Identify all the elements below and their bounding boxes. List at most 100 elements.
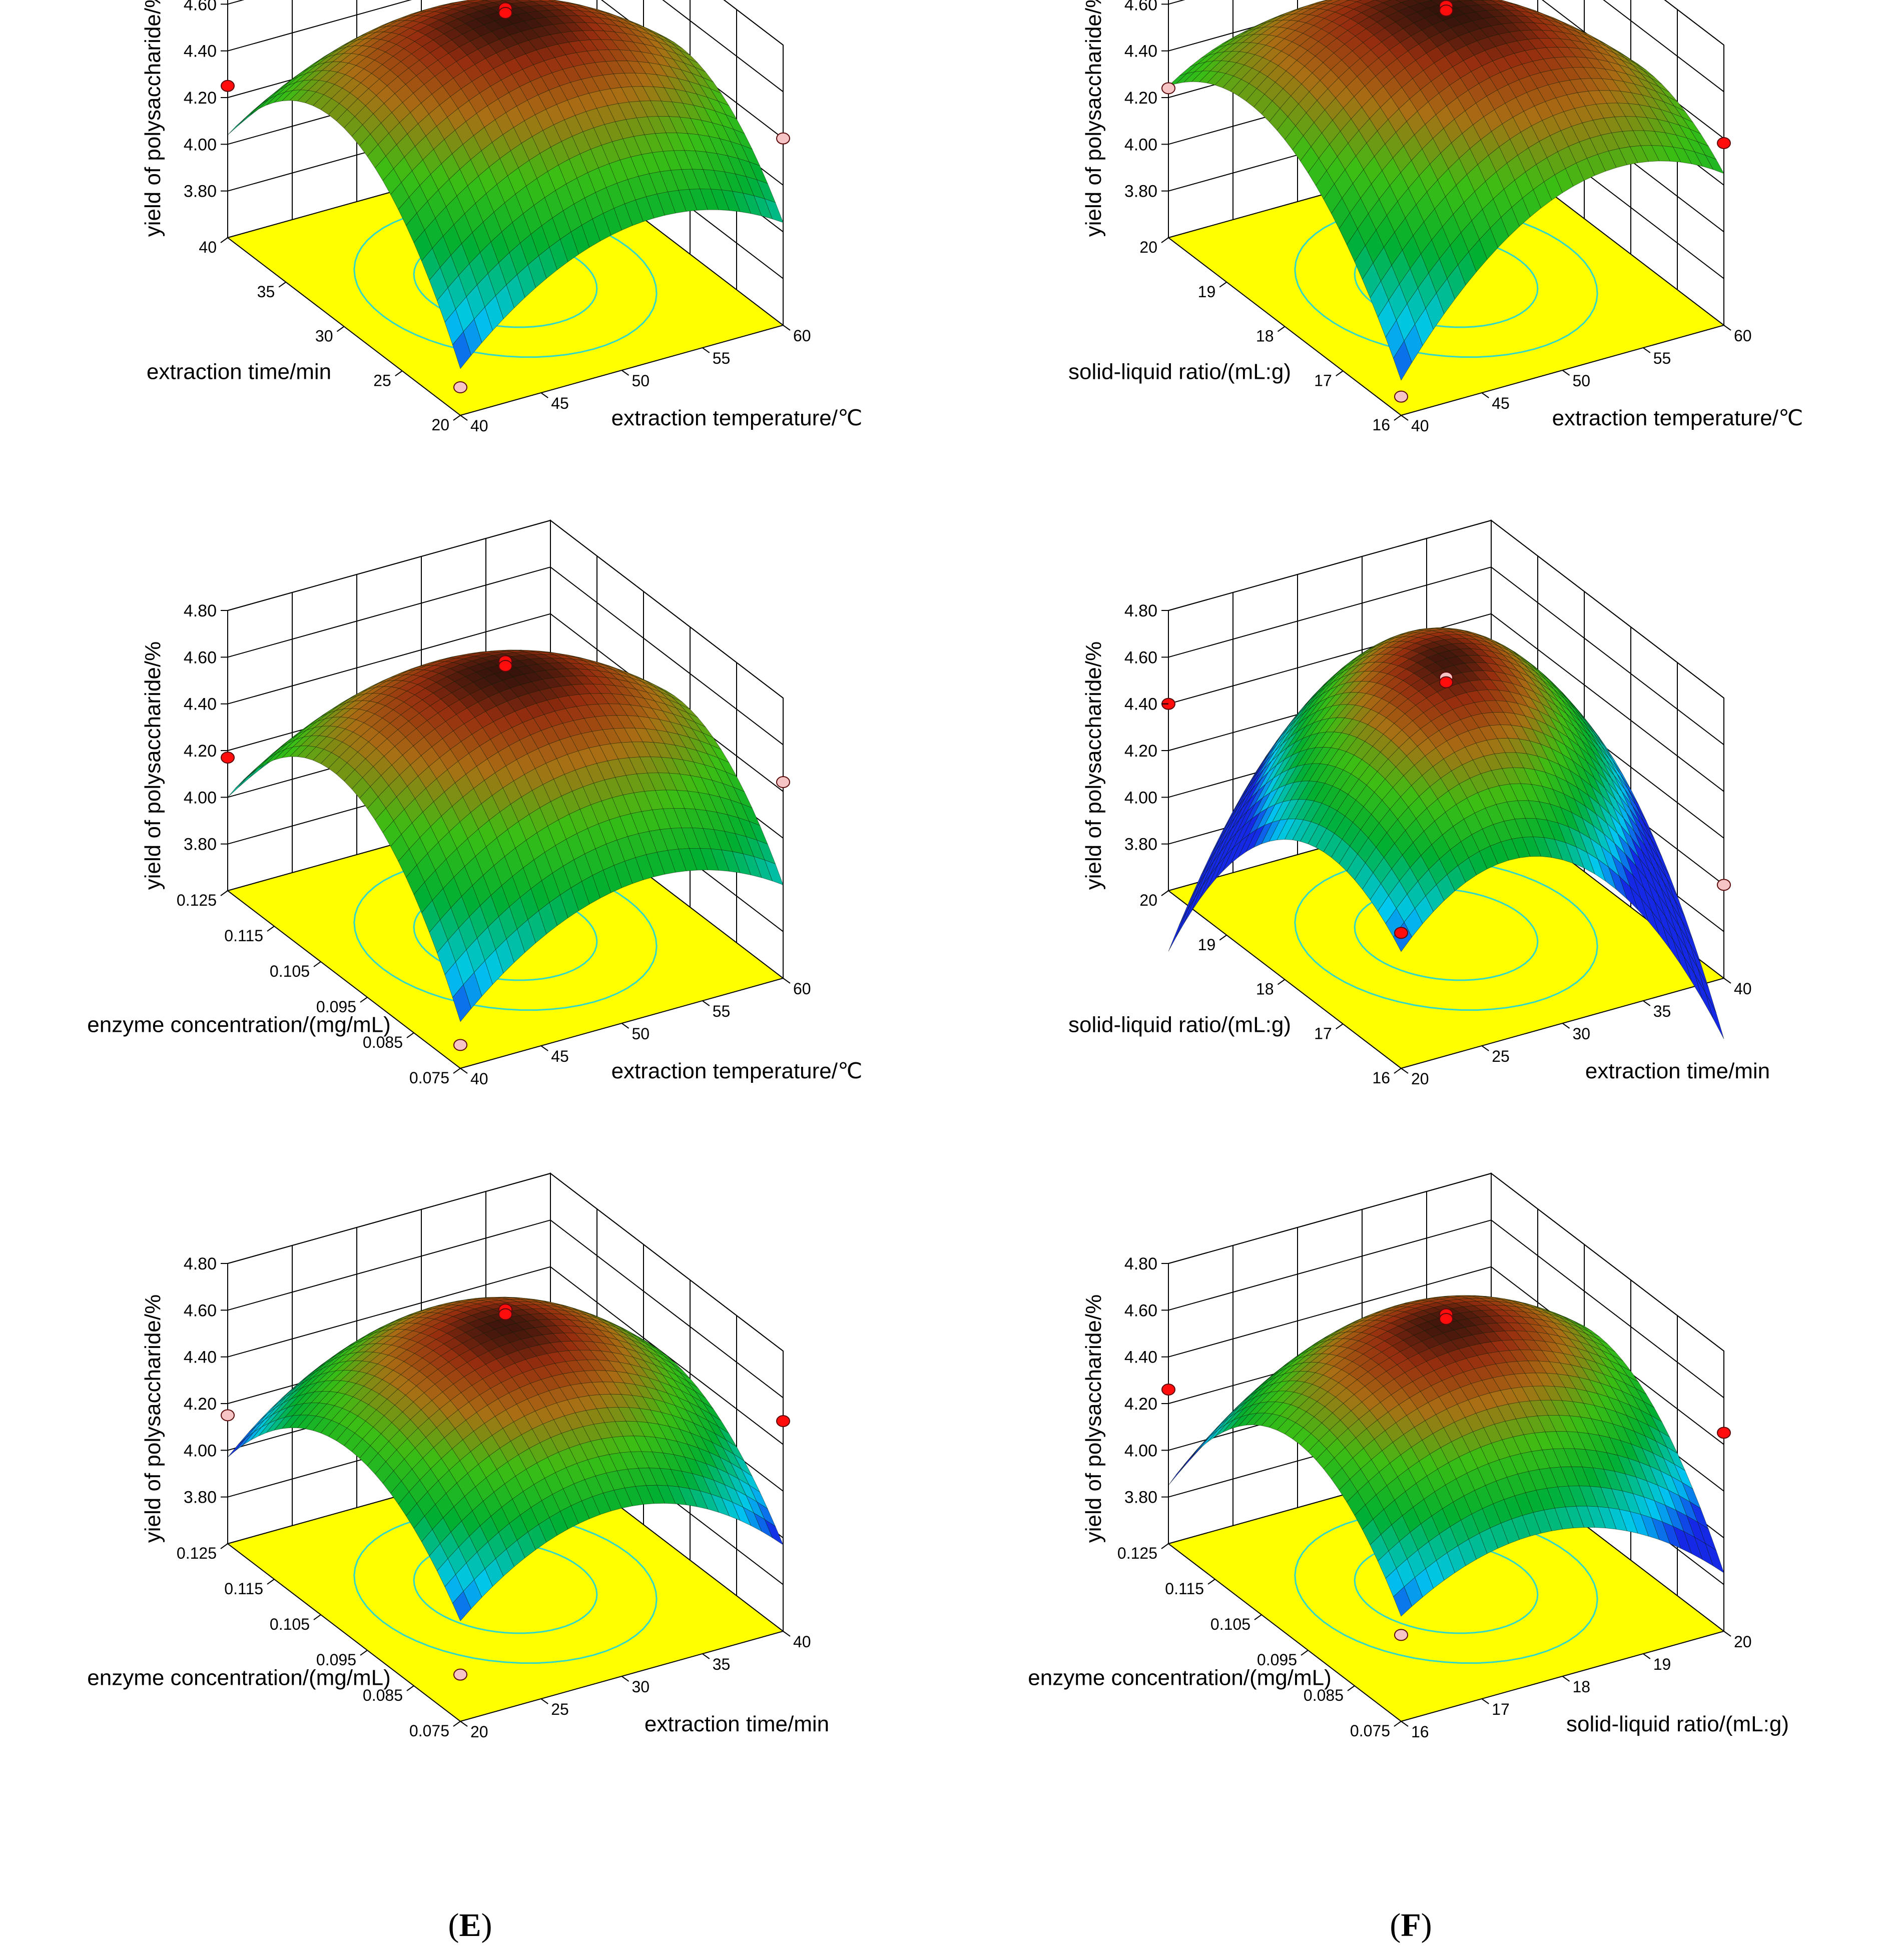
z-gridline bbox=[227, 1172, 784, 1352]
right-axis-tick bbox=[702, 347, 710, 353]
right-axis-tick-label: 35 bbox=[713, 1655, 731, 1673]
z-tick-label: 3.80 bbox=[184, 1488, 217, 1507]
left-axis-tick-label: 16 bbox=[1372, 1069, 1390, 1087]
right-axis-tick bbox=[460, 1721, 468, 1727]
right-axis-tick-label: 45 bbox=[551, 1047, 569, 1065]
right-axis-tick-label: 55 bbox=[713, 349, 731, 367]
left-axis-tick-label: 35 bbox=[257, 283, 275, 301]
left-axis-tick bbox=[220, 890, 228, 896]
right-axis-tick-label: 25 bbox=[551, 1700, 569, 1718]
z-axis-label: yield of polysaccharide/% bbox=[1081, 0, 1106, 237]
design-point-above-surface bbox=[498, 7, 512, 19]
left-axis-tick-label: 0.105 bbox=[270, 962, 310, 980]
surface-cell bbox=[452, 984, 471, 1022]
right-axis-tick-label: 40 bbox=[1734, 980, 1752, 998]
design-point-below-surface bbox=[776, 132, 790, 145]
left-axis-tick bbox=[313, 961, 321, 967]
z-gridline bbox=[1168, 1266, 1724, 1445]
right-axis-tick-label: 20 bbox=[1411, 1070, 1429, 1088]
right-axis-tick-label: 55 bbox=[1653, 349, 1671, 367]
response-surface bbox=[1168, 0, 1724, 381]
left-axis-tick-label: 20 bbox=[431, 416, 449, 434]
z-tick-label: 3.80 bbox=[1124, 182, 1157, 201]
surface-cell bbox=[452, 1591, 471, 1622]
right-axis-tick bbox=[783, 978, 791, 984]
design-point-above-surface bbox=[1717, 137, 1731, 149]
z-gridline bbox=[1168, 613, 1724, 792]
z-tick-label: 4.20 bbox=[184, 1395, 217, 1414]
design-point-above-surface bbox=[498, 660, 512, 672]
right-axis-tick bbox=[621, 1023, 630, 1029]
left-axis-tick-label: 0.085 bbox=[363, 1686, 403, 1704]
right-axis-tick-label: 30 bbox=[1573, 1025, 1591, 1043]
right-axis-tick-label: 50 bbox=[632, 372, 650, 390]
z-tick-label: 4.20 bbox=[1124, 89, 1157, 108]
z-tick-label: 4.40 bbox=[1124, 42, 1157, 61]
left-axis-tick bbox=[220, 1543, 228, 1549]
z-gridline bbox=[227, 1266, 784, 1445]
z-tick-label: 4.60 bbox=[1124, 0, 1157, 14]
right-axis-tick bbox=[1481, 1045, 1489, 1051]
right-axis-tick bbox=[1401, 415, 1409, 421]
right-axis-tick bbox=[1723, 978, 1731, 984]
design-point-below-surface bbox=[453, 1039, 467, 1051]
left-axis-tick bbox=[395, 370, 403, 377]
right-axis-tick bbox=[460, 1068, 468, 1074]
right-axis-tick bbox=[783, 325, 791, 331]
z-tick-label: 4.20 bbox=[184, 89, 217, 108]
left-axis-tick-label: 0.115 bbox=[224, 927, 263, 945]
z-axis-label: yield of polysaccharide/% bbox=[141, 1294, 165, 1543]
response-surface bbox=[227, 649, 784, 1022]
left-axis-tick-label: 0.095 bbox=[316, 998, 356, 1016]
right-axis-tick bbox=[621, 1676, 630, 1682]
left-axis-tick bbox=[267, 926, 275, 932]
design-point-above-surface bbox=[1439, 5, 1453, 17]
design-point-below-surface bbox=[1394, 390, 1408, 403]
left-axis-tick-label: 0.085 bbox=[363, 1033, 403, 1051]
right-axis-label: extraction time/min bbox=[645, 1712, 829, 1736]
z-tick-label: 3.80 bbox=[184, 182, 217, 201]
left-axis-tick bbox=[336, 326, 345, 332]
response-surface bbox=[1168, 627, 1724, 1039]
left-axis-tick bbox=[220, 237, 228, 243]
left-axis-tick-label: 17 bbox=[1314, 371, 1332, 389]
z-tick-label: 4.00 bbox=[184, 1441, 217, 1460]
left-axis-tick-label: 20 bbox=[1139, 238, 1157, 256]
left-axis-tick-label: 19 bbox=[1198, 283, 1216, 301]
design-point-above-surface bbox=[1394, 927, 1408, 939]
right-axis-tick bbox=[1643, 347, 1651, 353]
design-point-below-surface bbox=[776, 776, 790, 788]
left-axis-tick-label: 0.105 bbox=[270, 1615, 310, 1633]
design-point-above-surface bbox=[221, 80, 235, 92]
left-axis-label: solid-liquid ratio/(mL:g) bbox=[1068, 360, 1291, 384]
z-gridline bbox=[1168, 519, 1724, 699]
left-axis-tick-label: 30 bbox=[315, 327, 333, 345]
right-axis-tick bbox=[702, 1000, 710, 1006]
z-tick-label: 4.40 bbox=[184, 1348, 217, 1367]
left-axis-tick bbox=[360, 997, 368, 1003]
right-axis-tick bbox=[1723, 325, 1731, 331]
design-point-above-surface bbox=[776, 1415, 790, 1427]
z-tick-label: 4.00 bbox=[1124, 788, 1157, 807]
z-tick-label: 4.40 bbox=[184, 42, 217, 61]
panel-d: 3.80 4.00 4.20 4.40 4.60 4.80 yield of polysac… bbox=[941, 519, 1881, 1306]
right-axis-tick-label: 35 bbox=[1653, 1002, 1671, 1020]
left-axis-tick bbox=[406, 1685, 414, 1691]
left-axis-tick bbox=[1277, 979, 1286, 985]
left-axis-tick-label: 0.125 bbox=[177, 891, 217, 909]
z-tick-label: 4.60 bbox=[1124, 648, 1157, 667]
left-axis-tick bbox=[1394, 1068, 1402, 1074]
z-tick-label: 3.80 bbox=[1124, 835, 1157, 854]
z-tick-label: 4.80 bbox=[1124, 601, 1157, 620]
z-tick-label: 4.00 bbox=[184, 135, 217, 154]
right-axis-tick-label: 50 bbox=[632, 1025, 650, 1043]
z-gridline bbox=[227, 1219, 784, 1399]
right-axis-tick bbox=[621, 370, 630, 376]
left-axis-tick bbox=[453, 1721, 461, 1727]
z-gridline bbox=[1168, 1172, 1724, 1352]
design-point-above-surface bbox=[221, 752, 235, 764]
z-tick-label: 4.40 bbox=[1124, 695, 1157, 714]
right-axis-tick bbox=[540, 1698, 548, 1704]
